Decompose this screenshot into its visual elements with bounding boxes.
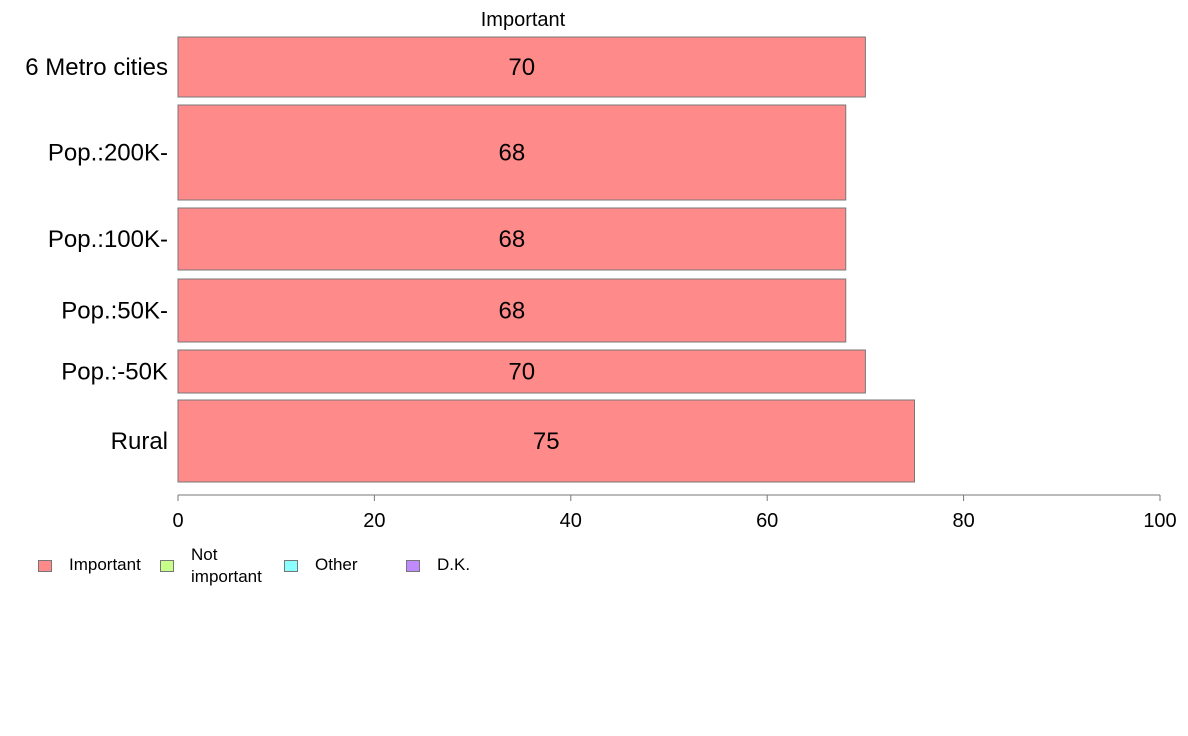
bar-value-label: 68	[499, 298, 526, 325]
category-label: Pop.:50K-	[61, 298, 168, 325]
legend-swatch-important	[38, 560, 52, 572]
category-label: Pop.:200K-	[48, 140, 168, 167]
bar-chart: Important 6 Metro cities 70 Pop.:200K- 68 Po…	[25, 9, 1177, 532]
x-tick-label: 0	[172, 510, 183, 532]
legend-label-not-important-line1: Not	[191, 545, 218, 564]
bar	[177, 36, 866, 98]
bar	[177, 207, 847, 271]
bar-value-label: 68	[499, 140, 526, 167]
bar	[177, 349, 866, 394]
x-axis: 0 20 40 60 80 100	[172, 494, 1177, 532]
legend-swatch-other	[284, 560, 298, 572]
category-label: 6 Metro cities	[25, 54, 168, 81]
bar	[177, 104, 847, 201]
bar-value-label: 68	[499, 226, 526, 253]
chart-title: Important	[481, 9, 566, 31]
x-tick-label: 20	[363, 510, 385, 532]
bars-group: 6 Metro cities 70 Pop.:200K- 68 Pop.:100K- 68…	[25, 36, 915, 483]
bar	[177, 278, 847, 343]
category-label: Pop.:100K-	[48, 226, 168, 253]
x-tick-label: 100	[1143, 510, 1176, 532]
x-tick-label: 60	[756, 510, 778, 532]
bar-value-label: 70	[508, 359, 535, 386]
bar	[177, 399, 915, 483]
category-label: Pop.:-50K	[61, 359, 168, 386]
legend-label-other: Other	[315, 555, 358, 574]
x-tick-label: 40	[560, 510, 582, 532]
legend-label-not-important-line2: important	[191, 567, 262, 586]
legend-label-dk: D.K.	[437, 555, 471, 574]
bar-value-label: 75	[533, 428, 560, 455]
x-tick-label: 80	[952, 510, 974, 532]
legend-swatch-dk	[406, 560, 420, 572]
legend-label-important: Important	[69, 555, 141, 574]
category-label: Rural	[111, 428, 168, 455]
bar-value-label: 70	[508, 54, 535, 81]
legend-swatch-not-important	[160, 560, 174, 572]
